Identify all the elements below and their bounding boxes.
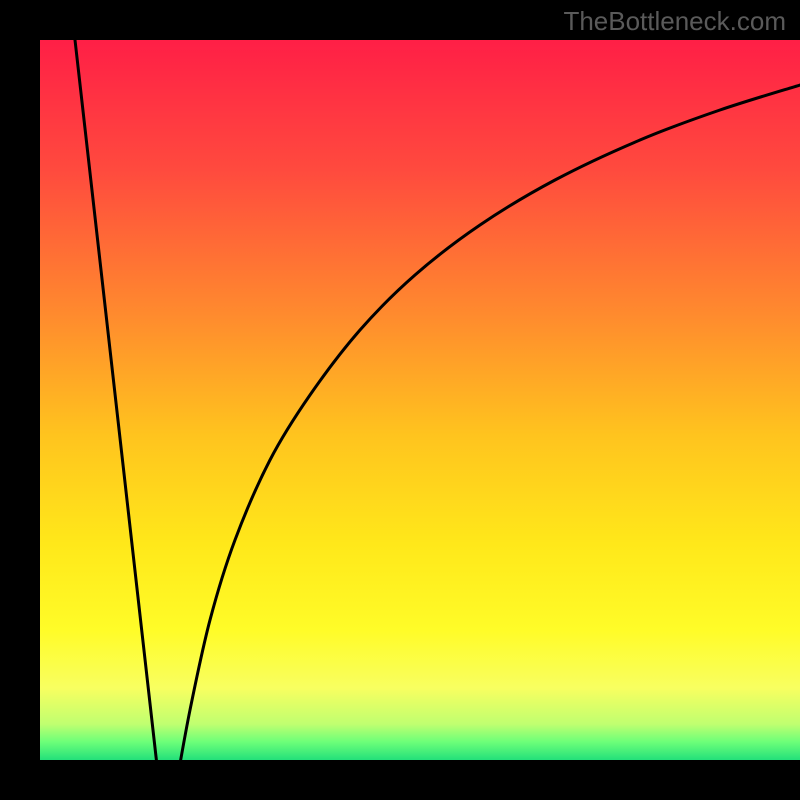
chart-background [40,40,800,760]
bottleneck-chart [0,0,800,800]
frame-border-left [0,0,40,800]
frame-border-bottom [0,760,800,800]
watermark-label: TheBottleneck.com [563,6,786,37]
chart-container: TheBottleneck.com [0,0,800,800]
